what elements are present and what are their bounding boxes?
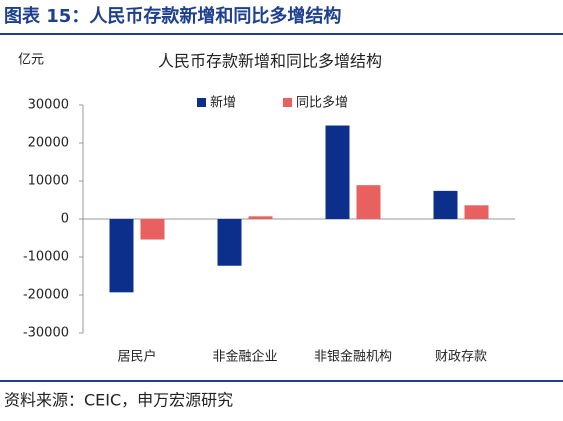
y-tick-label: 20000 xyxy=(28,136,69,151)
y-tick-label: -20000 xyxy=(23,288,69,303)
x-tick-label: 非银金融机构 xyxy=(314,349,392,365)
header-title: 图表 15：人民币存款新增和同比多增结构 xyxy=(4,5,341,27)
bar xyxy=(433,190,458,219)
legend-label: 同比多增 xyxy=(296,95,348,111)
y-tick-label: 0 xyxy=(61,212,69,227)
bar xyxy=(325,125,350,219)
footer-source: 资料来源：CEIC，申万宏源研究 xyxy=(4,391,233,410)
x-tick-label: 财政存款 xyxy=(435,350,487,365)
legend-swatch xyxy=(197,98,206,107)
y-tick-label: -30000 xyxy=(23,326,69,341)
bar xyxy=(464,205,489,219)
bar xyxy=(217,219,242,266)
x-tick-label: 居民户 xyxy=(117,349,156,365)
bar xyxy=(356,185,381,219)
y-tick-label: 10000 xyxy=(28,174,69,189)
legend-swatch xyxy=(283,98,292,107)
y-tick-label: -10000 xyxy=(23,250,69,265)
bar xyxy=(109,219,134,293)
legend-label: 新增 xyxy=(210,95,236,111)
bar xyxy=(248,216,273,219)
bar xyxy=(140,219,165,240)
x-tick-label: 非金融企业 xyxy=(212,349,277,365)
y-tick-label: 30000 xyxy=(28,98,69,113)
chart-title: 人民币存款新增和同比多增结构 xyxy=(158,52,382,71)
y-axis-label: 亿元 xyxy=(18,53,44,68)
